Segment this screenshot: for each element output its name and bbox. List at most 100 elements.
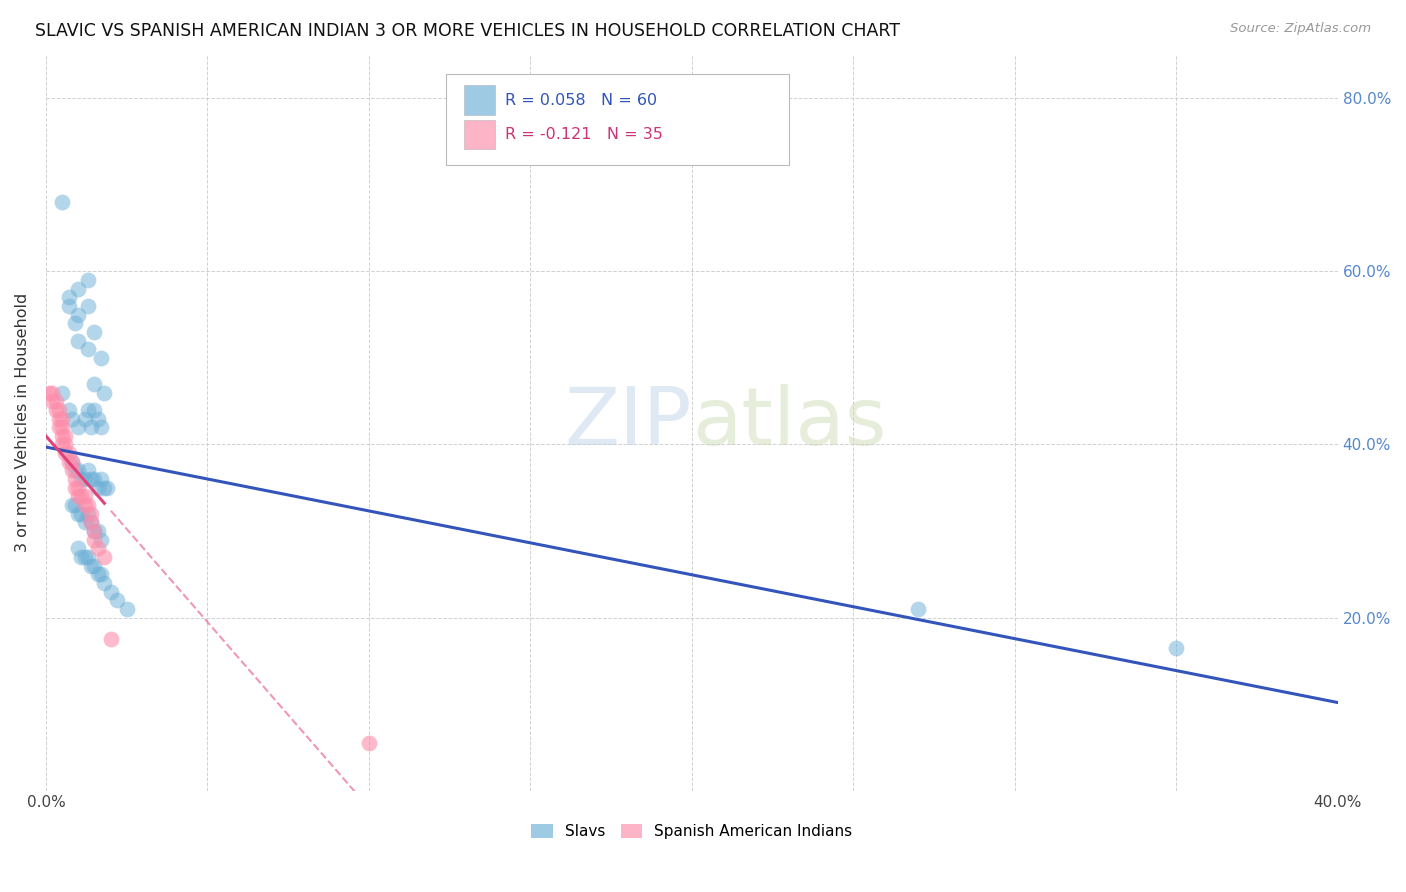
Point [48, 420, 70, 434]
Point [83, 533, 105, 547]
Point [77, 299, 100, 313]
Point [93, 481, 115, 495]
Point [45, 403, 67, 417]
Point [38, 385, 60, 400]
Point [67, 282, 90, 296]
FancyBboxPatch shape [464, 86, 495, 115]
Point [45, 394, 67, 409]
Point [53, 429, 76, 443]
Point [67, 490, 90, 504]
Point [51, 195, 73, 210]
Point [80, 507, 103, 521]
Point [83, 403, 105, 417]
Point [63, 463, 86, 477]
Point [67, 541, 90, 556]
Point [96, 481, 118, 495]
Point [60, 498, 83, 512]
Point [90, 567, 112, 582]
Point [80, 516, 103, 530]
Point [105, 593, 128, 607]
Point [73, 498, 96, 512]
Point [67, 308, 90, 322]
Point [86, 481, 108, 495]
Point [100, 632, 122, 647]
Point [67, 481, 90, 495]
Y-axis label: 3 or more Vehicles in Household: 3 or more Vehicles in Household [15, 293, 30, 552]
Legend: Slavs, Spanish American Indians: Slavs, Spanish American Indians [526, 818, 859, 846]
Point [93, 385, 115, 400]
Point [90, 351, 112, 365]
Text: atlas: atlas [692, 384, 886, 462]
Point [73, 472, 96, 486]
Point [93, 549, 115, 564]
Point [80, 516, 103, 530]
Text: R = -0.121   N = 35: R = -0.121 N = 35 [505, 127, 662, 142]
Point [67, 334, 90, 348]
Point [58, 446, 80, 460]
Text: ZIP: ZIP [564, 384, 692, 462]
Point [77, 343, 100, 357]
Point [51, 437, 73, 451]
Point [48, 411, 70, 425]
Point [41, 385, 63, 400]
Point [86, 567, 108, 582]
Point [51, 420, 73, 434]
Point [907, 602, 929, 616]
Point [73, 490, 96, 504]
Point [58, 455, 80, 469]
Point [73, 411, 96, 425]
Point [77, 403, 100, 417]
Point [70, 490, 93, 504]
Point [63, 317, 86, 331]
Point [93, 576, 115, 591]
Point [90, 472, 112, 486]
Point [67, 420, 90, 434]
Point [60, 411, 83, 425]
Point [60, 455, 83, 469]
Point [58, 299, 80, 313]
Point [67, 507, 90, 521]
Point [73, 549, 96, 564]
Point [53, 437, 76, 451]
Point [86, 541, 108, 556]
Point [63, 498, 86, 512]
Point [70, 549, 93, 564]
Point [70, 507, 93, 521]
Point [86, 411, 108, 425]
Point [90, 533, 112, 547]
Text: Source: ZipAtlas.com: Source: ZipAtlas.com [1230, 22, 1371, 36]
Point [70, 472, 93, 486]
Point [63, 472, 86, 486]
Point [41, 394, 63, 409]
Point [83, 325, 105, 339]
Point [58, 290, 80, 304]
Point [51, 385, 73, 400]
Point [90, 420, 112, 434]
Point [83, 524, 105, 538]
Point [51, 429, 73, 443]
Point [86, 524, 108, 538]
Point [115, 602, 138, 616]
Text: R = 0.058   N = 60: R = 0.058 N = 60 [505, 93, 657, 108]
FancyBboxPatch shape [446, 73, 789, 165]
Point [63, 481, 86, 495]
Point [48, 403, 70, 417]
Point [80, 558, 103, 573]
Point [73, 516, 96, 530]
Point [77, 463, 100, 477]
Point [83, 376, 105, 391]
Point [83, 472, 105, 486]
Point [77, 507, 100, 521]
FancyBboxPatch shape [464, 120, 495, 149]
Point [77, 549, 100, 564]
Point [60, 455, 83, 469]
Point [1166, 640, 1188, 655]
Point [77, 273, 100, 287]
Point [60, 463, 83, 477]
Text: SLAVIC VS SPANISH AMERICAN INDIAN 3 OR MORE VEHICLES IN HOUSEHOLD CORRELATION CH: SLAVIC VS SPANISH AMERICAN INDIAN 3 OR M… [35, 22, 900, 40]
Point [58, 403, 80, 417]
Point [67, 463, 90, 477]
Point [83, 558, 105, 573]
Point [357, 736, 380, 750]
Point [80, 472, 103, 486]
